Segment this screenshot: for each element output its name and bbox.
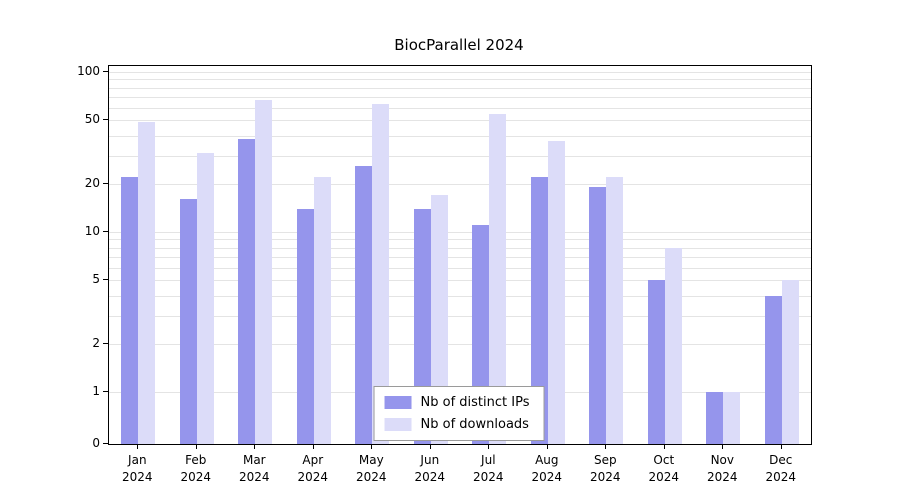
- gridline: [109, 72, 811, 73]
- x-tick-label: Aug 2024: [531, 453, 563, 484]
- y-tick-mark: [103, 71, 108, 72]
- y-tick-mark: [103, 391, 108, 392]
- y-tick-label: 0: [92, 436, 100, 450]
- gridline: [109, 155, 811, 157]
- bar-distinct-ips: [589, 187, 607, 444]
- plot-area: [108, 65, 812, 445]
- x-tick-mark: [195, 444, 197, 449]
- bar-distinct-ips: [179, 199, 197, 444]
- chart-title: BiocParallel 2024: [394, 36, 524, 54]
- x-tick-mark: [312, 444, 314, 449]
- legend-swatch-downloads: [384, 418, 412, 431]
- gridline: [109, 232, 811, 233]
- x-tick-mark: [546, 444, 548, 449]
- gridline: [109, 295, 811, 297]
- x-tick-label: May 2024: [356, 453, 387, 484]
- y-tick-mark: [103, 279, 108, 281]
- x-tick-mark: [488, 444, 490, 449]
- x-tick-label: Sep 2024: [590, 453, 621, 484]
- x-tick-mark: [780, 444, 782, 449]
- legend-item-downloads: Nb of downloads: [384, 417, 530, 432]
- y-tick-mark: [103, 231, 108, 232]
- bar-distinct-ips: [296, 208, 314, 444]
- y-tick-mark: [103, 182, 108, 184]
- bar-downloads: [430, 195, 448, 444]
- x-tick-label: Mar 2024: [239, 453, 270, 484]
- gridline: [109, 87, 811, 89]
- legend-swatch-distinct-ips: [384, 396, 412, 409]
- gridline: [109, 247, 811, 249]
- x-tick-mark: [722, 444, 724, 449]
- y-tick-label: 10: [84, 224, 100, 238]
- y-tick-label: 5: [92, 272, 100, 287]
- bar-distinct-ips: [413, 208, 431, 444]
- x-tick-label: Feb 2024: [180, 453, 212, 484]
- y-tick-label: 100: [77, 64, 100, 78]
- gridline: [109, 343, 811, 345]
- x-tick-label: Oct 2024: [648, 453, 680, 484]
- y-tick-mark: [103, 443, 108, 444]
- gridline: [109, 267, 811, 269]
- bar-downloads: [255, 99, 273, 444]
- gridline: [109, 120, 811, 122]
- y-tick-label: 1: [92, 384, 100, 398]
- x-tick-mark: [605, 444, 607, 449]
- x-tick-label: Apr 2024: [297, 453, 329, 484]
- gridline: [109, 183, 811, 185]
- gridline: [109, 96, 811, 98]
- x-tick-label: Dec 2024: [765, 453, 797, 484]
- x-tick-mark: [137, 444, 139, 449]
- legend-item-distinct-ips: Nb of distinct IPs: [384, 395, 530, 410]
- bar-distinct-ips: [706, 392, 724, 444]
- gridline: [109, 135, 811, 137]
- bar-downloads: [606, 177, 624, 444]
- bar-distinct-ips: [355, 165, 373, 444]
- bar-downloads: [372, 104, 390, 444]
- bar-downloads: [547, 141, 565, 444]
- gridline: [109, 256, 811, 258]
- gridline: [109, 239, 811, 241]
- legend: Nb of distinct IPs Nb of downloads: [373, 386, 545, 441]
- legend-label-downloads: Nb of downloads: [420, 417, 529, 432]
- bar-downloads: [313, 177, 331, 444]
- gridline: [109, 280, 811, 282]
- bar-downloads: [138, 121, 156, 444]
- x-tick-label: Jul 2024: [473, 453, 504, 484]
- y-tick-label: 50: [84, 112, 100, 127]
- gridline: [109, 107, 811, 109]
- x-tick-mark: [429, 444, 431, 449]
- bar-distinct-ips: [121, 177, 139, 444]
- y-tick-mark: [103, 119, 108, 121]
- x-tick-label: Jan 2024: [122, 453, 153, 484]
- gridline: [109, 315, 811, 317]
- x-tick-label: Nov 2024: [707, 453, 738, 484]
- bar-downloads: [196, 153, 214, 444]
- bar-distinct-ips: [238, 139, 256, 444]
- bar-downloads: [723, 392, 741, 444]
- y-tick-label: 2: [92, 335, 100, 350]
- y-tick-mark: [103, 342, 108, 344]
- legend-label-distinct-ips: Nb of distinct IPs: [420, 395, 530, 410]
- x-tick-label: Jun 2024: [414, 453, 446, 484]
- bar-distinct-ips: [764, 295, 782, 444]
- y-tick-label: 20: [84, 175, 100, 190]
- bar-distinct-ips: [530, 177, 548, 444]
- x-tick-mark: [254, 444, 256, 449]
- bar-downloads: [781, 280, 799, 444]
- bar-downloads: [664, 247, 682, 444]
- gridline: [109, 79, 811, 81]
- bar-distinct-ips: [647, 280, 665, 444]
- x-tick-mark: [663, 444, 665, 449]
- bar-downloads: [489, 113, 507, 444]
- x-tick-mark: [371, 444, 373, 449]
